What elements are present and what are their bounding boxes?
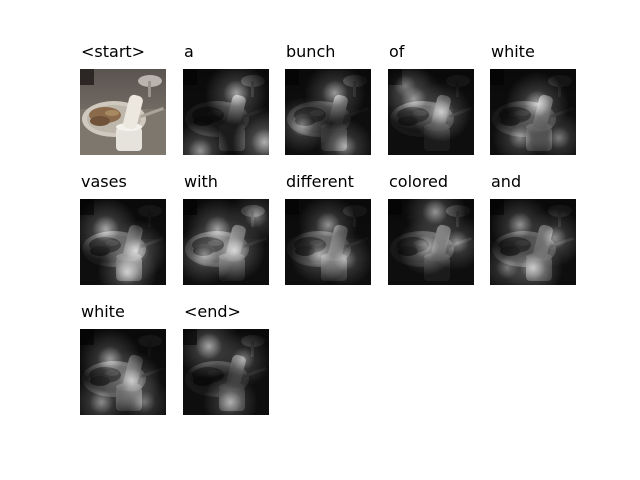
caption-word-label: and [491,172,522,191]
caption-panel-different: different [285,172,371,285]
caption-panel-bunch: bunch [285,42,371,155]
attention-heatmap-graphic [80,199,166,285]
attention-map-image [183,329,269,415]
attention-map-image [183,199,269,285]
attention-heatmap-graphic [183,329,269,415]
caption-panel-start: <start> [80,42,166,155]
attention-heatmap-graphic [388,199,474,285]
caption-panel-white: white [490,42,576,155]
caption-word-label: different [286,172,354,191]
caption-panel-of: of [388,42,474,155]
attention-heatmap-graphic [490,69,576,155]
caption-word-label: <end> [184,302,241,321]
caption-panel-and: and [490,172,576,285]
attention-map-image [183,69,269,155]
attention-heatmap-graphic [388,69,474,155]
attention-map-image [80,199,166,285]
caption-word-label: of [389,42,405,61]
original-image [80,69,166,155]
attention-map-image [285,69,371,155]
caption-panel-end: <end> [183,302,269,415]
caption-panel-with: with [183,172,269,285]
caption-word-label: colored [389,172,449,191]
caption-word-label: with [184,172,218,191]
caption-word-label: vases [81,172,127,191]
attention-heatmap-graphic [285,199,371,285]
caption-panel-vases: vases [80,172,166,285]
caption-panel-colored: colored [388,172,474,285]
caption-word-label: white [81,302,125,321]
attention-heatmap-graphic [183,69,269,155]
attention-heatmap-graphic [183,199,269,285]
attention-map-image [490,69,576,155]
attention-map-image [388,69,474,155]
attention-map-image [285,199,371,285]
caption-panel-white-2: white [80,302,166,415]
caption-word-label: white [491,42,535,61]
attention-map-image [388,199,474,285]
caption-word-label: bunch [286,42,336,61]
attention-map-image [490,199,576,285]
attention-heatmap-graphic [80,329,166,415]
caption-word-label: <start> [81,42,146,61]
attention-map-image [80,329,166,415]
attention-heatmap-graphic [285,69,371,155]
food-photo-graphic [80,69,166,155]
attention-heatmap-graphic [490,199,576,285]
caption-panel-a: a [183,42,269,155]
caption-word-label: a [184,42,194,61]
